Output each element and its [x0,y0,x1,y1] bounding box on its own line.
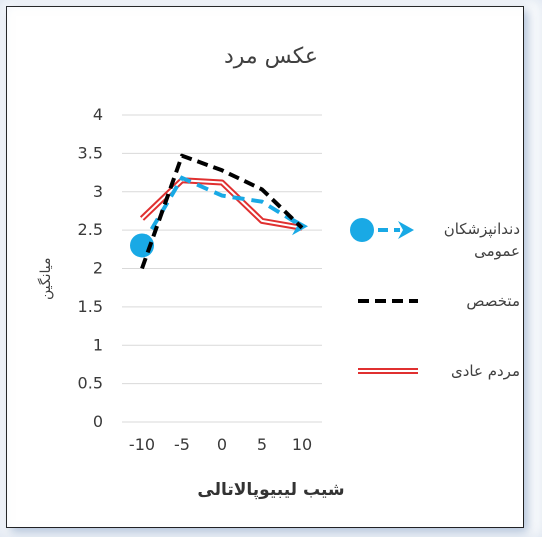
series-line-specialist [140,153,304,270]
legend-arrow-general-dentists [398,221,414,239]
legend-marker-general-dentists [350,218,374,242]
x-tick-label: 5 [257,435,267,454]
y-axis-label: میانگین [38,257,54,301]
x-tick-label: -5 [174,435,190,454]
y-tick-label: 2.5 [78,220,103,239]
y-tick-label: 1.5 [78,297,103,316]
legend-label-general-dentists: دندانپزشکان عمومی [443,220,520,260]
legend-label-public: مردم عادی [451,362,520,380]
series-line-public-inner [141,179,303,229]
legend-label-specialist: متخصص [466,292,520,310]
y-tick-label: 2 [93,259,103,278]
y-tick-label: 0.5 [78,374,103,393]
y-tick-label: 3.5 [78,143,103,162]
x-tick-label: 0 [217,435,227,454]
y-tick-label: 4 [93,105,103,124]
y-tick-label: 0 [93,412,103,431]
chart-title: عکس مرد [223,44,319,69]
x-axis-label: شیب لیبیوپالاتالی [197,480,345,500]
series-line-general-dentists [140,175,304,247]
chart-frame [6,6,524,528]
y-tick-label: 1 [93,335,103,354]
y-tick-label: 3 [93,182,103,201]
x-tick-label: -10 [129,435,155,454]
x-tick-label: 10 [292,435,312,454]
